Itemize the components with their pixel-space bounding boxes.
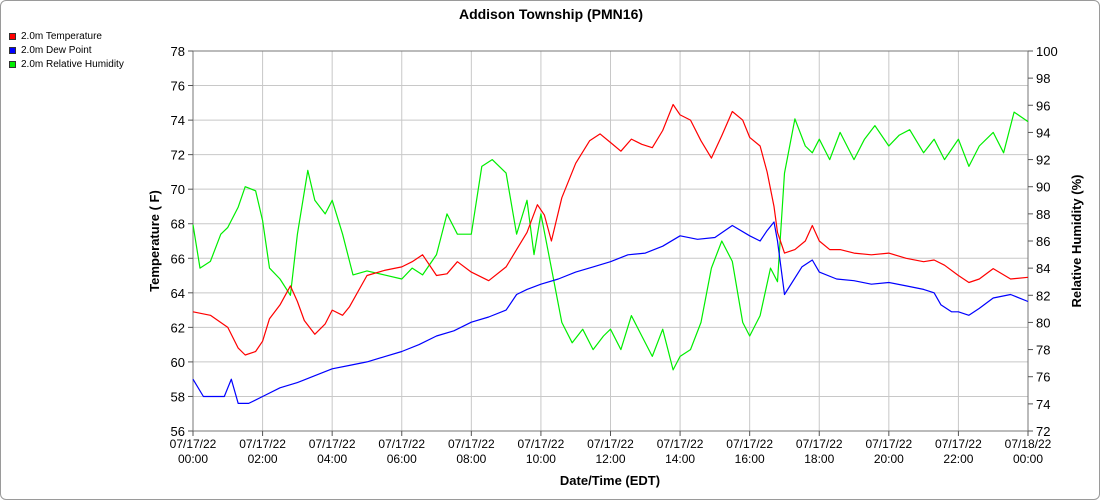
x-axis: 07/17/2200:0007/17/2202:0007/17/2204:000…	[170, 431, 1052, 466]
x-axis-label: Date/Time (EDT)	[560, 473, 660, 488]
series-lines	[192, 103, 1029, 404]
y2-tick-label: 72	[1036, 424, 1050, 439]
x-tick-date: 07/17/22	[170, 437, 217, 451]
y2-tick-label: 74	[1036, 397, 1050, 412]
y-tick-label: 64	[171, 286, 185, 301]
y-tick-label: 70	[171, 182, 185, 197]
y-tick-label: 60	[171, 355, 185, 370]
y2-tick-label: 98	[1036, 71, 1050, 86]
y2-tick-label: 80	[1036, 315, 1050, 330]
x-tick-date: 07/17/22	[796, 437, 843, 451]
x-tick-date: 07/17/22	[518, 437, 565, 451]
y2-tick-label: 96	[1036, 98, 1050, 113]
y2-tick-label: 94	[1036, 125, 1050, 140]
y2-tick-label: 76	[1036, 370, 1050, 385]
legend-label-dew-point: 2.0m Dew Point	[21, 44, 92, 56]
y-tick-label: 76	[171, 79, 185, 94]
y2-axis-label: Relative Humidity (%)	[1069, 175, 1084, 308]
y-tick-label: 78	[171, 44, 185, 59]
chart-title: Addison Township (PMN16)	[459, 6, 643, 22]
x-tick-time: 22:00	[943, 452, 973, 466]
y2-tick-label: 90	[1036, 180, 1050, 195]
y-tick-label: 66	[171, 251, 185, 266]
series-line-relative-humidity	[192, 111, 1029, 371]
y-tick-label: 56	[171, 424, 185, 439]
x-tick-time: 00:00	[1013, 452, 1043, 466]
x-tick-time: 06:00	[387, 452, 417, 466]
legend-swatch-dew-point	[9, 46, 16, 54]
y-tick-label: 62	[171, 320, 185, 335]
legend-label-relative-humidity: 2.0m Relative Humidity	[21, 58, 124, 70]
y-tick-label: 58	[171, 389, 185, 404]
y-tick-label: 72	[171, 148, 185, 163]
legend-swatch-relative-humidity	[9, 60, 16, 68]
x-tick-time: 10:00	[526, 452, 556, 466]
x-tick-time: 16:00	[735, 452, 765, 466]
x-tick-date: 07/17/22	[935, 437, 982, 451]
x-tick-date: 07/17/22	[239, 437, 286, 451]
series-line-dew-point	[192, 221, 1029, 404]
x-tick-date: 07/17/22	[309, 437, 356, 451]
y-tick-label: 74	[171, 113, 185, 128]
x-tick-time: 14:00	[665, 452, 695, 466]
legend-item-dew-point: 2.0m Dew Point	[9, 43, 124, 57]
x-tick-time: 00:00	[178, 452, 208, 466]
y2-tick-label: 78	[1036, 343, 1050, 358]
x-tick-date: 07/17/22	[378, 437, 425, 451]
x-tick-time: 18:00	[804, 452, 834, 466]
legend-item-relative-humidity: 2.0m Relative Humidity	[9, 57, 124, 71]
y-tick-label: 68	[171, 217, 185, 232]
x-tick-date: 07/17/22	[865, 437, 912, 451]
y2-tick-label: 88	[1036, 207, 1050, 222]
y-axis-right: 72 74 76 78 80 82 84 86 88 90 92 94 96 98 100	[1028, 44, 1058, 439]
y-axis-label: Temperature ( F)	[147, 190, 162, 292]
x-tick-date: 07/17/22	[448, 437, 495, 451]
legend-swatch-temperature	[9, 32, 16, 40]
x-tick-time: 04:00	[317, 452, 347, 466]
x-tick-time: 02:00	[248, 452, 278, 466]
x-tick-time: 20:00	[874, 452, 904, 466]
y2-tick-label: 86	[1036, 234, 1050, 249]
y2-tick-label: 82	[1036, 288, 1050, 303]
x-tick-date: 07/18/22	[1005, 437, 1052, 451]
y2-tick-label: 100	[1036, 44, 1058, 59]
x-tick-date: 07/17/22	[587, 437, 634, 451]
y-axis-left: 56 58 60 62 64 66 68 70 72 74 76 78	[171, 44, 193, 439]
x-tick-date: 07/17/22	[726, 437, 773, 451]
y2-tick-label: 84	[1036, 261, 1050, 276]
legend-item-temperature: 2.0m Temperature	[9, 29, 124, 43]
x-tick-date: 07/17/22	[657, 437, 704, 451]
legend-label-temperature: 2.0m Temperature	[21, 30, 102, 42]
y2-tick-label: 92	[1036, 153, 1050, 168]
series-line-temperature	[192, 103, 1029, 356]
x-tick-time: 08:00	[456, 452, 486, 466]
chart-legend: 2.0m Temperature 2.0m Dew Point 2.0m Rel…	[9, 29, 124, 71]
x-tick-time: 12:00	[595, 452, 625, 466]
